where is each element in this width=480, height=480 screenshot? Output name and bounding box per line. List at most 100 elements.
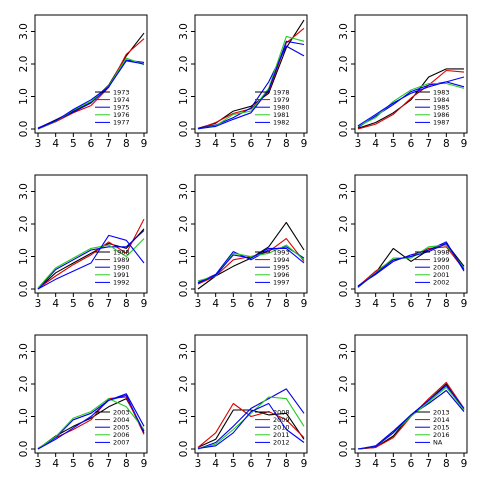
legend-label: 1975 (113, 104, 130, 112)
legend-label: 1983 (433, 88, 450, 96)
x-tick-label: 3 (195, 298, 202, 310)
series-line (197, 40, 305, 130)
legend-label: 1978 (273, 88, 290, 96)
legend-label: 2011 (273, 431, 290, 439)
x-tick-label: 5 (70, 458, 77, 470)
series-line (357, 68, 464, 129)
legend-label: 2009 (273, 416, 290, 424)
y-tick-label: 2.0 (18, 56, 30, 73)
y-tick-label: 1.0 (18, 88, 30, 105)
legend-label: 1998 (433, 248, 450, 256)
legend-label: 2014 (433, 416, 450, 424)
legend-label: 1987 (433, 119, 450, 127)
x-tick-label: 6 (88, 298, 95, 310)
x-tick-label: 3 (355, 138, 362, 150)
x-tick-label: 7 (105, 458, 112, 470)
series-line (197, 244, 305, 282)
y-tick-label: 3.0 (18, 23, 30, 40)
x-tick-label: 4 (52, 298, 59, 310)
series-line (357, 69, 465, 130)
legend-label: 1993 (273, 248, 290, 256)
legend-label: 1992 (113, 279, 130, 287)
series-line (37, 398, 145, 450)
x-tick-label: 4 (372, 298, 379, 310)
legend-label: 1979 (273, 96, 290, 104)
x-tick-label: 6 (88, 138, 95, 150)
series-line (37, 60, 145, 130)
x-tick-label: 3 (355, 458, 362, 470)
x-tick-label: 8 (443, 458, 450, 470)
series-line (37, 394, 145, 450)
y-tick-label: 2.0 (178, 376, 190, 393)
legend-label: 1988 (113, 248, 130, 256)
legend-label: 2006 (113, 431, 130, 439)
y-tick-label: 1.0 (338, 88, 350, 105)
legend-label: 1985 (433, 104, 450, 112)
series-line (357, 76, 465, 127)
legend-label: 2000 (433, 264, 450, 272)
x-tick-label: 7 (105, 138, 112, 150)
x-tick-label: 6 (408, 138, 415, 150)
y-tick-label: 3.0 (178, 183, 190, 200)
legend-label: 1973 (113, 88, 130, 96)
x-tick-label: 8 (283, 458, 290, 470)
x-tick-label: 8 (443, 138, 450, 150)
x-tick-label: 5 (230, 298, 237, 310)
legend-label: 1991 (113, 271, 130, 279)
legend-label: 2005 (113, 424, 130, 432)
series-line (37, 218, 145, 289)
series-line (197, 247, 305, 284)
x-tick-label: 4 (52, 458, 59, 470)
y-tick-label: 3.0 (178, 23, 190, 40)
y-tick-label: 3.0 (18, 343, 30, 360)
x-tick-label: 3 (195, 138, 202, 150)
series-line (197, 19, 305, 129)
legend-label: 2010 (273, 424, 290, 432)
y-tick-label: 1.0 (178, 248, 190, 265)
x-tick-label: 9 (141, 298, 148, 310)
legend-label: 1997 (273, 279, 290, 287)
legend-label: 2015 (433, 424, 450, 432)
x-tick-label: 4 (212, 138, 219, 150)
legend-label: 1989 (113, 256, 130, 264)
x-tick-label: 6 (248, 138, 255, 150)
y-tick-label: 2.0 (338, 216, 350, 233)
legend-label: 1977 (113, 119, 130, 127)
y-tick-label: 3.0 (338, 343, 350, 360)
legend-label: 1982 (273, 119, 290, 127)
x-tick-label: 6 (408, 458, 415, 470)
series-line (37, 393, 145, 450)
x-tick-label: 7 (425, 458, 432, 470)
y-tick-label: 3.0 (338, 183, 350, 200)
legend-label: 2001 (433, 271, 450, 279)
y-tick-label: 0.0 (178, 441, 190, 458)
legend-label: 2013 (433, 408, 450, 416)
legend-label: 1999 (433, 256, 450, 264)
x-tick-label: 8 (123, 458, 130, 470)
legend-label: 2016 (433, 431, 450, 439)
x-tick-label: 6 (408, 298, 415, 310)
y-tick-label: 2.0 (18, 376, 30, 393)
series-line (357, 82, 465, 127)
x-tick-label: 7 (265, 298, 272, 310)
series-line (197, 246, 305, 284)
legend-label: 1976 (113, 111, 130, 119)
legend-label: 1984 (433, 96, 450, 104)
y-tick-label: 3.0 (178, 343, 190, 360)
y-tick-label: 1.0 (178, 408, 190, 425)
legend-label: 1981 (273, 111, 290, 119)
y-tick-label: 1.0 (338, 408, 350, 425)
y-tick-label: 2.0 (338, 56, 350, 73)
y-tick-label: 0.0 (338, 281, 350, 298)
x-tick-label: 9 (301, 458, 308, 470)
x-tick-label: 3 (35, 138, 42, 150)
x-tick-label: 9 (141, 458, 148, 470)
legend-label: 1996 (273, 271, 290, 279)
legend-label: 1980 (273, 104, 290, 112)
